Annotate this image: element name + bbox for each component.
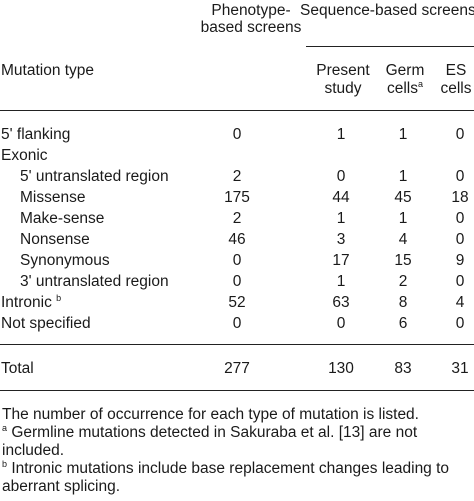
cell-present: 1 <box>336 126 346 143</box>
total-label: Total <box>1 360 34 377</box>
cell-es: 18 <box>451 189 469 206</box>
cell-present: 3 <box>336 231 346 248</box>
header-germ-line1: Germ <box>385 62 425 79</box>
cell-phenotype: 175 <box>224 189 250 206</box>
cell-germ: 15 <box>394 252 412 269</box>
cell-germ: 2 <box>398 273 408 290</box>
cell-es: 0 <box>455 231 465 248</box>
cell-germ: 1 <box>398 168 408 185</box>
cell-es: 0 <box>455 210 465 227</box>
header-present-line2: study <box>324 80 362 97</box>
footnote-a-mark: a <box>2 423 8 433</box>
row-label: Nonsense <box>20 231 90 248</box>
header-es-line2: cells <box>440 80 472 97</box>
cell-es: 9 <box>455 252 465 269</box>
row-label: 5' flanking <box>1 126 71 143</box>
footnote-b-mark: b <box>2 459 8 469</box>
intronic-footnote-mark: b <box>56 293 62 303</box>
body-rule <box>0 344 474 345</box>
row-label: Synonymous <box>20 252 110 269</box>
cell-phenotype: 0 <box>232 273 242 290</box>
cell-phenotype: 0 <box>232 126 242 143</box>
footnote-b: b Intronic mutations include base replac… <box>2 459 450 496</box>
row-label: Make-sense <box>20 210 105 227</box>
total-present: 130 <box>328 360 354 377</box>
cell-es: 0 <box>455 273 465 290</box>
header-sequence-group: Sequence-based screens <box>300 2 474 19</box>
cell-present: 1 <box>336 273 346 290</box>
header-rule <box>0 110 474 111</box>
cell-phenotype: 46 <box>228 231 246 248</box>
footnote-main: The number of occurrence for each type o… <box>2 406 419 423</box>
row-label: Missense <box>20 189 86 206</box>
footnote-a: a Germline mutations detected in Sakurab… <box>2 423 418 460</box>
cell-es: 0 <box>455 168 465 185</box>
cell-es: 0 <box>455 126 465 143</box>
bottom-rule <box>0 390 474 391</box>
cell-phenotype: 0 <box>232 315 242 332</box>
row-label: 3' untranslated region <box>20 273 169 290</box>
cell-present: 44 <box>332 189 350 206</box>
row-label: 5' untranslated region <box>20 168 169 185</box>
cell-present: 0 <box>336 315 346 332</box>
header-germ-line2: cellsa <box>386 79 424 98</box>
cell-germ: 6 <box>398 315 408 332</box>
cell-es: 4 <box>455 294 465 311</box>
cell-present: 1 <box>336 210 346 227</box>
row-label: Intronic b <box>1 293 62 312</box>
cell-present: 63 <box>332 294 350 311</box>
cell-phenotype: 2 <box>232 168 242 185</box>
row-label: Not specified <box>1 315 91 332</box>
total-phenotype: 277 <box>224 360 250 377</box>
header-present-line1: Present <box>316 62 370 79</box>
cell-es: 0 <box>455 315 465 332</box>
cell-germ: 45 <box>394 189 412 206</box>
header-mutation-type: Mutation type <box>1 62 95 79</box>
cell-present: 17 <box>332 252 350 269</box>
cell-phenotype: 0 <box>232 252 242 269</box>
header-es-line1: ES <box>445 62 467 79</box>
total-germ: 83 <box>394 360 412 377</box>
header-phenotype-line2: based screens <box>200 19 302 36</box>
cell-phenotype: 2 <box>232 210 242 227</box>
germ-footnote-mark: a <box>418 79 424 89</box>
header-phenotype-line1: Phenotype- <box>211 2 291 19</box>
cell-phenotype: 52 <box>228 294 246 311</box>
sequence-group-rule <box>306 46 474 47</box>
total-es: 31 <box>451 360 469 377</box>
cell-germ: 4 <box>398 231 408 248</box>
cell-germ: 8 <box>398 294 408 311</box>
row-label: Exonic <box>1 147 48 164</box>
cell-germ: 1 <box>398 126 408 143</box>
cell-germ: 1 <box>398 210 408 227</box>
cell-present: 0 <box>336 168 346 185</box>
